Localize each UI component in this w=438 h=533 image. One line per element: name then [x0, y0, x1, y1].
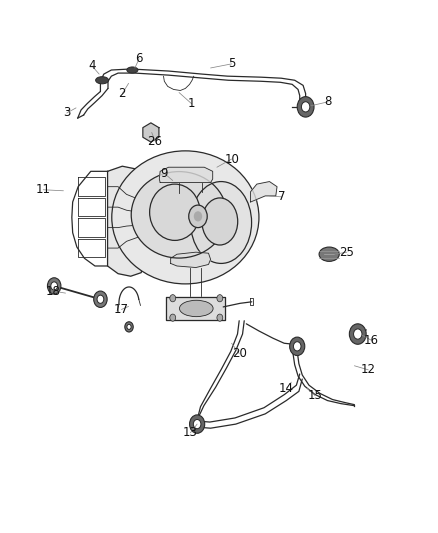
Circle shape — [97, 295, 104, 303]
Ellipse shape — [150, 184, 200, 240]
Circle shape — [217, 295, 223, 302]
Polygon shape — [159, 167, 213, 183]
Text: 26: 26 — [148, 135, 162, 148]
Ellipse shape — [131, 172, 227, 258]
Circle shape — [217, 314, 223, 321]
Ellipse shape — [180, 300, 213, 317]
Circle shape — [94, 291, 107, 308]
Text: 1: 1 — [188, 98, 195, 110]
Text: 10: 10 — [224, 152, 239, 166]
Text: 25: 25 — [339, 246, 354, 259]
Circle shape — [293, 342, 301, 351]
Circle shape — [51, 282, 57, 290]
Text: 16: 16 — [364, 334, 379, 346]
Circle shape — [170, 295, 176, 302]
Text: 12: 12 — [361, 364, 376, 376]
Circle shape — [193, 419, 201, 429]
Text: 4: 4 — [88, 59, 96, 72]
Ellipse shape — [95, 77, 109, 84]
Circle shape — [297, 96, 314, 117]
Text: 3: 3 — [63, 107, 71, 119]
Text: 17: 17 — [114, 303, 129, 316]
Text: 7: 7 — [278, 190, 286, 204]
Text: 6: 6 — [135, 52, 143, 65]
Polygon shape — [143, 123, 159, 142]
Text: 8: 8 — [325, 95, 332, 108]
Text: 13: 13 — [183, 426, 198, 439]
Circle shape — [190, 415, 205, 433]
Circle shape — [125, 322, 133, 332]
Circle shape — [290, 337, 305, 356]
Text: 14: 14 — [279, 382, 294, 395]
Circle shape — [350, 324, 366, 344]
Ellipse shape — [202, 198, 238, 245]
Text: 5: 5 — [228, 58, 235, 70]
Polygon shape — [108, 166, 143, 276]
Text: 20: 20 — [232, 347, 247, 360]
Text: 9: 9 — [161, 167, 168, 180]
Ellipse shape — [319, 247, 339, 261]
Circle shape — [170, 314, 176, 321]
Text: 11: 11 — [36, 183, 51, 196]
Text: 18: 18 — [46, 285, 60, 297]
Ellipse shape — [112, 151, 259, 284]
Circle shape — [47, 278, 61, 294]
Ellipse shape — [191, 182, 251, 263]
Text: 2: 2 — [119, 87, 126, 100]
Polygon shape — [166, 297, 225, 320]
Polygon shape — [251, 182, 277, 202]
Circle shape — [189, 205, 207, 228]
Circle shape — [127, 324, 131, 329]
Polygon shape — [171, 252, 211, 268]
Circle shape — [353, 329, 362, 339]
Text: 15: 15 — [307, 389, 322, 402]
Circle shape — [194, 211, 202, 222]
Ellipse shape — [127, 67, 138, 73]
Circle shape — [301, 102, 310, 112]
